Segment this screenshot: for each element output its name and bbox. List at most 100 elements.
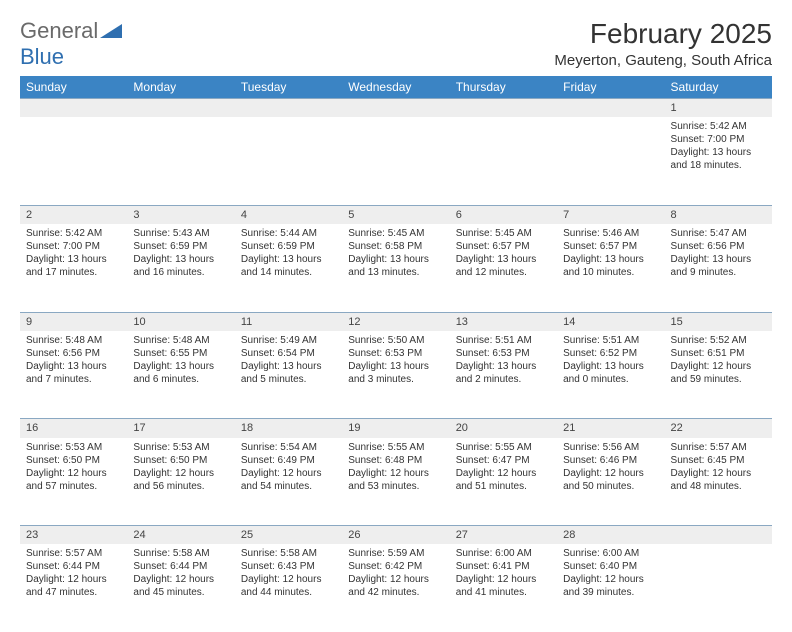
day-number: 12 xyxy=(342,312,449,331)
day-number: 24 xyxy=(127,526,234,545)
sunrise-text: Sunrise: 5:52 AM xyxy=(671,334,766,347)
day-header-row: Sunday Monday Tuesday Wednesday Thursday… xyxy=(20,76,772,99)
day-cell: Sunrise: 5:42 AMSunset: 7:00 PMDaylight:… xyxy=(20,224,127,312)
day-content-row: Sunrise: 5:42 AMSunset: 7:00 PMDaylight:… xyxy=(20,224,772,312)
sunset-text: Sunset: 7:00 PM xyxy=(26,240,121,253)
daylight-text-2: and 0 minutes. xyxy=(563,373,658,386)
daylight-text: Daylight: 13 hours xyxy=(456,360,551,373)
day-content-row: Sunrise: 5:42 AMSunset: 7:00 PMDaylight:… xyxy=(20,117,772,205)
day-cell: Sunrise: 5:57 AMSunset: 6:45 PMDaylight:… xyxy=(665,438,772,526)
day-number-row: 1 xyxy=(20,99,772,118)
day-number: 10 xyxy=(127,312,234,331)
day-number: 7 xyxy=(557,205,664,224)
daylight-text: Daylight: 13 hours xyxy=(133,253,228,266)
daylight-text: Daylight: 12 hours xyxy=(241,467,336,480)
sunrise-text: Sunrise: 6:00 AM xyxy=(563,547,658,560)
day-number: 3 xyxy=(127,205,234,224)
daylight-text-2: and 59 minutes. xyxy=(671,373,766,386)
day-number-row: 9101112131415 xyxy=(20,312,772,331)
sunrise-text: Sunrise: 5:47 AM xyxy=(671,227,766,240)
sunset-text: Sunset: 6:46 PM xyxy=(563,454,658,467)
sunrise-text: Sunrise: 5:43 AM xyxy=(133,227,228,240)
daylight-text: Daylight: 13 hours xyxy=(671,146,766,159)
daylight-text-2: and 42 minutes. xyxy=(348,586,443,599)
daylight-text: Daylight: 12 hours xyxy=(26,467,121,480)
sunset-text: Sunset: 6:45 PM xyxy=(671,454,766,467)
day-cell: Sunrise: 5:47 AMSunset: 6:56 PMDaylight:… xyxy=(665,224,772,312)
logo-text: General Blue xyxy=(20,18,122,70)
sunset-text: Sunset: 6:52 PM xyxy=(563,347,658,360)
day-cell: Sunrise: 5:55 AMSunset: 6:47 PMDaylight:… xyxy=(450,438,557,526)
daylight-text: Daylight: 13 hours xyxy=(241,253,336,266)
sunrise-text: Sunrise: 5:55 AM xyxy=(456,441,551,454)
day-number: 19 xyxy=(342,419,449,438)
day-cell: Sunrise: 5:57 AMSunset: 6:44 PMDaylight:… xyxy=(20,544,127,632)
sunset-text: Sunset: 6:57 PM xyxy=(563,240,658,253)
daylight-text: Daylight: 12 hours xyxy=(133,573,228,586)
daylight-text: Daylight: 13 hours xyxy=(563,360,658,373)
day-cell: Sunrise: 5:52 AMSunset: 6:51 PMDaylight:… xyxy=(665,331,772,419)
daylight-text-2: and 3 minutes. xyxy=(348,373,443,386)
day-number: 15 xyxy=(665,312,772,331)
sunrise-text: Sunrise: 5:53 AM xyxy=(26,441,121,454)
sunrise-text: Sunrise: 5:58 AM xyxy=(133,547,228,560)
day-number: 21 xyxy=(557,419,664,438)
day-number: 14 xyxy=(557,312,664,331)
daylight-text-2: and 57 minutes. xyxy=(26,480,121,493)
day-number-row: 16171819202122 xyxy=(20,419,772,438)
daylight-text: Daylight: 13 hours xyxy=(671,253,766,266)
daylight-text-2: and 14 minutes. xyxy=(241,266,336,279)
sunrise-text: Sunrise: 5:54 AM xyxy=(241,441,336,454)
sunset-text: Sunset: 6:42 PM xyxy=(348,560,443,573)
day-cell xyxy=(342,117,449,205)
day-header: Wednesday xyxy=(342,76,449,99)
day-number: 5 xyxy=(342,205,449,224)
day-number-row: 232425262728 xyxy=(20,526,772,545)
day-cell: Sunrise: 5:49 AMSunset: 6:54 PMDaylight:… xyxy=(235,331,342,419)
location: Meyerton, Gauteng, South Africa xyxy=(554,52,772,69)
daylight-text-2: and 53 minutes. xyxy=(348,480,443,493)
daylight-text-2: and 39 minutes. xyxy=(563,586,658,599)
sunrise-text: Sunrise: 5:49 AM xyxy=(241,334,336,347)
sunset-text: Sunset: 6:51 PM xyxy=(671,347,766,360)
sunset-text: Sunset: 6:59 PM xyxy=(133,240,228,253)
day-number xyxy=(342,99,449,118)
day-header: Friday xyxy=(557,76,664,99)
sunrise-text: Sunrise: 5:53 AM xyxy=(133,441,228,454)
daylight-text-2: and 17 minutes. xyxy=(26,266,121,279)
day-cell: Sunrise: 5:46 AMSunset: 6:57 PMDaylight:… xyxy=(557,224,664,312)
logo-triangle-icon xyxy=(100,24,122,38)
daylight-text-2: and 12 minutes. xyxy=(456,266,551,279)
day-header: Monday xyxy=(127,76,234,99)
day-number-row: 2345678 xyxy=(20,205,772,224)
day-cell: Sunrise: 5:51 AMSunset: 6:52 PMDaylight:… xyxy=(557,331,664,419)
sunrise-text: Sunrise: 5:50 AM xyxy=(348,334,443,347)
sunrise-text: Sunrise: 5:42 AM xyxy=(671,120,766,133)
day-cell: Sunrise: 5:58 AMSunset: 6:44 PMDaylight:… xyxy=(127,544,234,632)
sunset-text: Sunset: 6:43 PM xyxy=(241,560,336,573)
daylight-text: Daylight: 12 hours xyxy=(456,467,551,480)
daylight-text: Daylight: 13 hours xyxy=(26,253,121,266)
day-cell xyxy=(557,117,664,205)
day-header: Saturday xyxy=(665,76,772,99)
day-content-row: Sunrise: 5:57 AMSunset: 6:44 PMDaylight:… xyxy=(20,544,772,632)
daylight-text: Daylight: 13 hours xyxy=(241,360,336,373)
day-cell xyxy=(235,117,342,205)
day-number: 18 xyxy=(235,419,342,438)
day-number: 1 xyxy=(665,99,772,118)
day-number: 2 xyxy=(20,205,127,224)
day-cell: Sunrise: 6:00 AMSunset: 6:41 PMDaylight:… xyxy=(450,544,557,632)
sunrise-text: Sunrise: 5:51 AM xyxy=(456,334,551,347)
day-number: 11 xyxy=(235,312,342,331)
day-number xyxy=(127,99,234,118)
day-cell xyxy=(127,117,234,205)
daylight-text: Daylight: 13 hours xyxy=(348,253,443,266)
sunset-text: Sunset: 6:57 PM xyxy=(456,240,551,253)
logo-general: General xyxy=(20,18,98,43)
daylight-text: Daylight: 13 hours xyxy=(26,360,121,373)
day-number: 13 xyxy=(450,312,557,331)
sunset-text: Sunset: 6:53 PM xyxy=(348,347,443,360)
daylight-text-2: and 2 minutes. xyxy=(456,373,551,386)
sunrise-text: Sunrise: 5:57 AM xyxy=(671,441,766,454)
daylight-text-2: and 16 minutes. xyxy=(133,266,228,279)
